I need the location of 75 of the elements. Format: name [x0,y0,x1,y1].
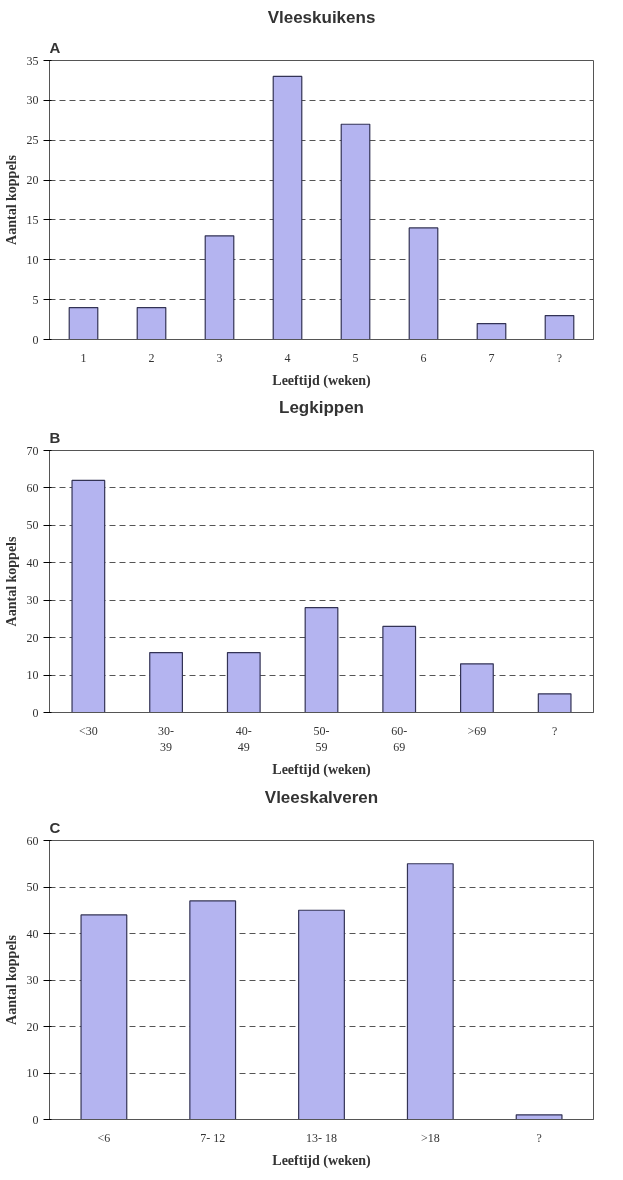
bar [406,863,454,1120]
bar [544,314,575,340]
x-tick-label: 4 [284,350,291,365]
x-axis-title: Leeftijd (weken) [272,1152,372,1169]
x-tick-label: 13- 18 [306,1130,337,1145]
text: A [49,38,61,56]
y-axis-title: Aantal koppels [3,154,19,245]
x-tick-label: 6 [420,350,427,365]
y-tick-label: 20 [26,1019,39,1034]
y-tick-label: 50 [26,518,39,533]
bar [382,625,417,713]
y-tick-label: 40 [26,555,39,570]
y-tick-label: 5 [32,292,39,307]
x-tick-label: 30- 39 [158,723,175,755]
x-tick-label: 50- 59 [313,723,330,755]
bar [68,307,99,340]
y-tick-label: 70 [26,443,39,458]
x-tick-label: 1 [80,350,87,365]
bar [149,652,183,713]
bar [136,307,167,340]
bar [304,607,339,713]
y-tick-label: 30 [26,973,39,987]
y-tick-label: 10 [26,668,39,683]
x-tick-label: <30 [78,723,98,738]
bar [226,652,261,713]
x-axis-title: Leeftijd (weken) [272,762,372,779]
bar [515,1114,563,1120]
y-tick-label: 30 [26,593,39,608]
x-tick-label: 40- 49 [235,723,252,755]
x-tick-label: 7 [488,350,495,365]
bar [476,322,507,340]
x-axis-title: Leeftijd (weken) [272,372,372,389]
bar [80,914,128,1120]
y-tick-label: 30 [26,93,39,108]
y-tick-label: 0 [32,705,39,720]
y-tick-label: 0 [32,332,39,347]
y-axis-title: Aantal koppels [3,934,19,1025]
bar [408,227,439,340]
y-tick-label: 35 [26,53,39,68]
text: C [49,818,61,836]
chart-title: Legkippen [279,397,365,417]
chart-title: Vleeskuikens [267,7,376,27]
x-tick-label: ? [556,350,563,365]
bar [71,479,106,713]
y-tick-label: 0 [32,1112,39,1127]
x-tick-label: 5 [352,350,359,365]
bar [537,693,572,713]
x-tick-label: 2 [148,350,155,365]
y-tick-label: 15 [26,212,39,227]
bar [272,75,303,340]
x-tick-label: 60- 69 [391,723,408,755]
bar [204,235,235,340]
x-tick-label: ? [536,1130,542,1145]
y-tick-label: 25 [26,133,39,148]
bar [189,900,237,1120]
x-tick-label: 3 [216,350,223,365]
x-tick-label: ? [551,723,558,738]
bar [340,123,371,340]
x-tick-label: >69 [467,723,487,738]
chart-title: Vleeskalveren [264,787,379,807]
x-tick-label: >18 [420,1130,440,1145]
x-tick-label: <6 [97,1130,111,1145]
y-tick-label: 60 [26,480,39,495]
y-tick-label: 10 [26,1066,39,1080]
bar [460,663,494,713]
x-tick-label: 7- 12 [200,1130,226,1145]
y-tick-label: 10 [26,252,39,267]
y-tick-label: 60 [26,833,39,848]
y-tick-label: 40 [26,926,39,941]
bar [298,909,345,1120]
y-tick-label: 20 [26,630,39,645]
y-axis-title: Aantal koppels [3,536,19,627]
y-tick-label: 20 [26,173,39,188]
text: B [49,428,61,446]
y-tick-label: 50 [26,880,39,894]
